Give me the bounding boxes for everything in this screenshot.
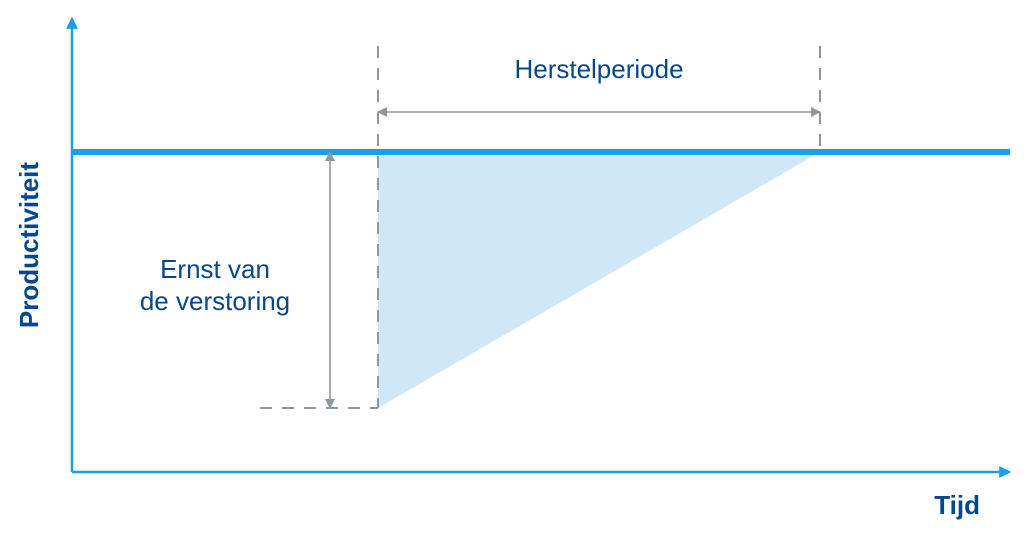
- disruption-area: [378, 152, 820, 408]
- severity-label-line2: de verstoring: [140, 286, 290, 316]
- y-axis-label: Productiviteit: [14, 162, 44, 328]
- recovery-label: Herstelperiode: [514, 54, 683, 84]
- severity-label-line1: Ernst van: [160, 254, 270, 284]
- x-axis-label: Tijd: [934, 490, 980, 520]
